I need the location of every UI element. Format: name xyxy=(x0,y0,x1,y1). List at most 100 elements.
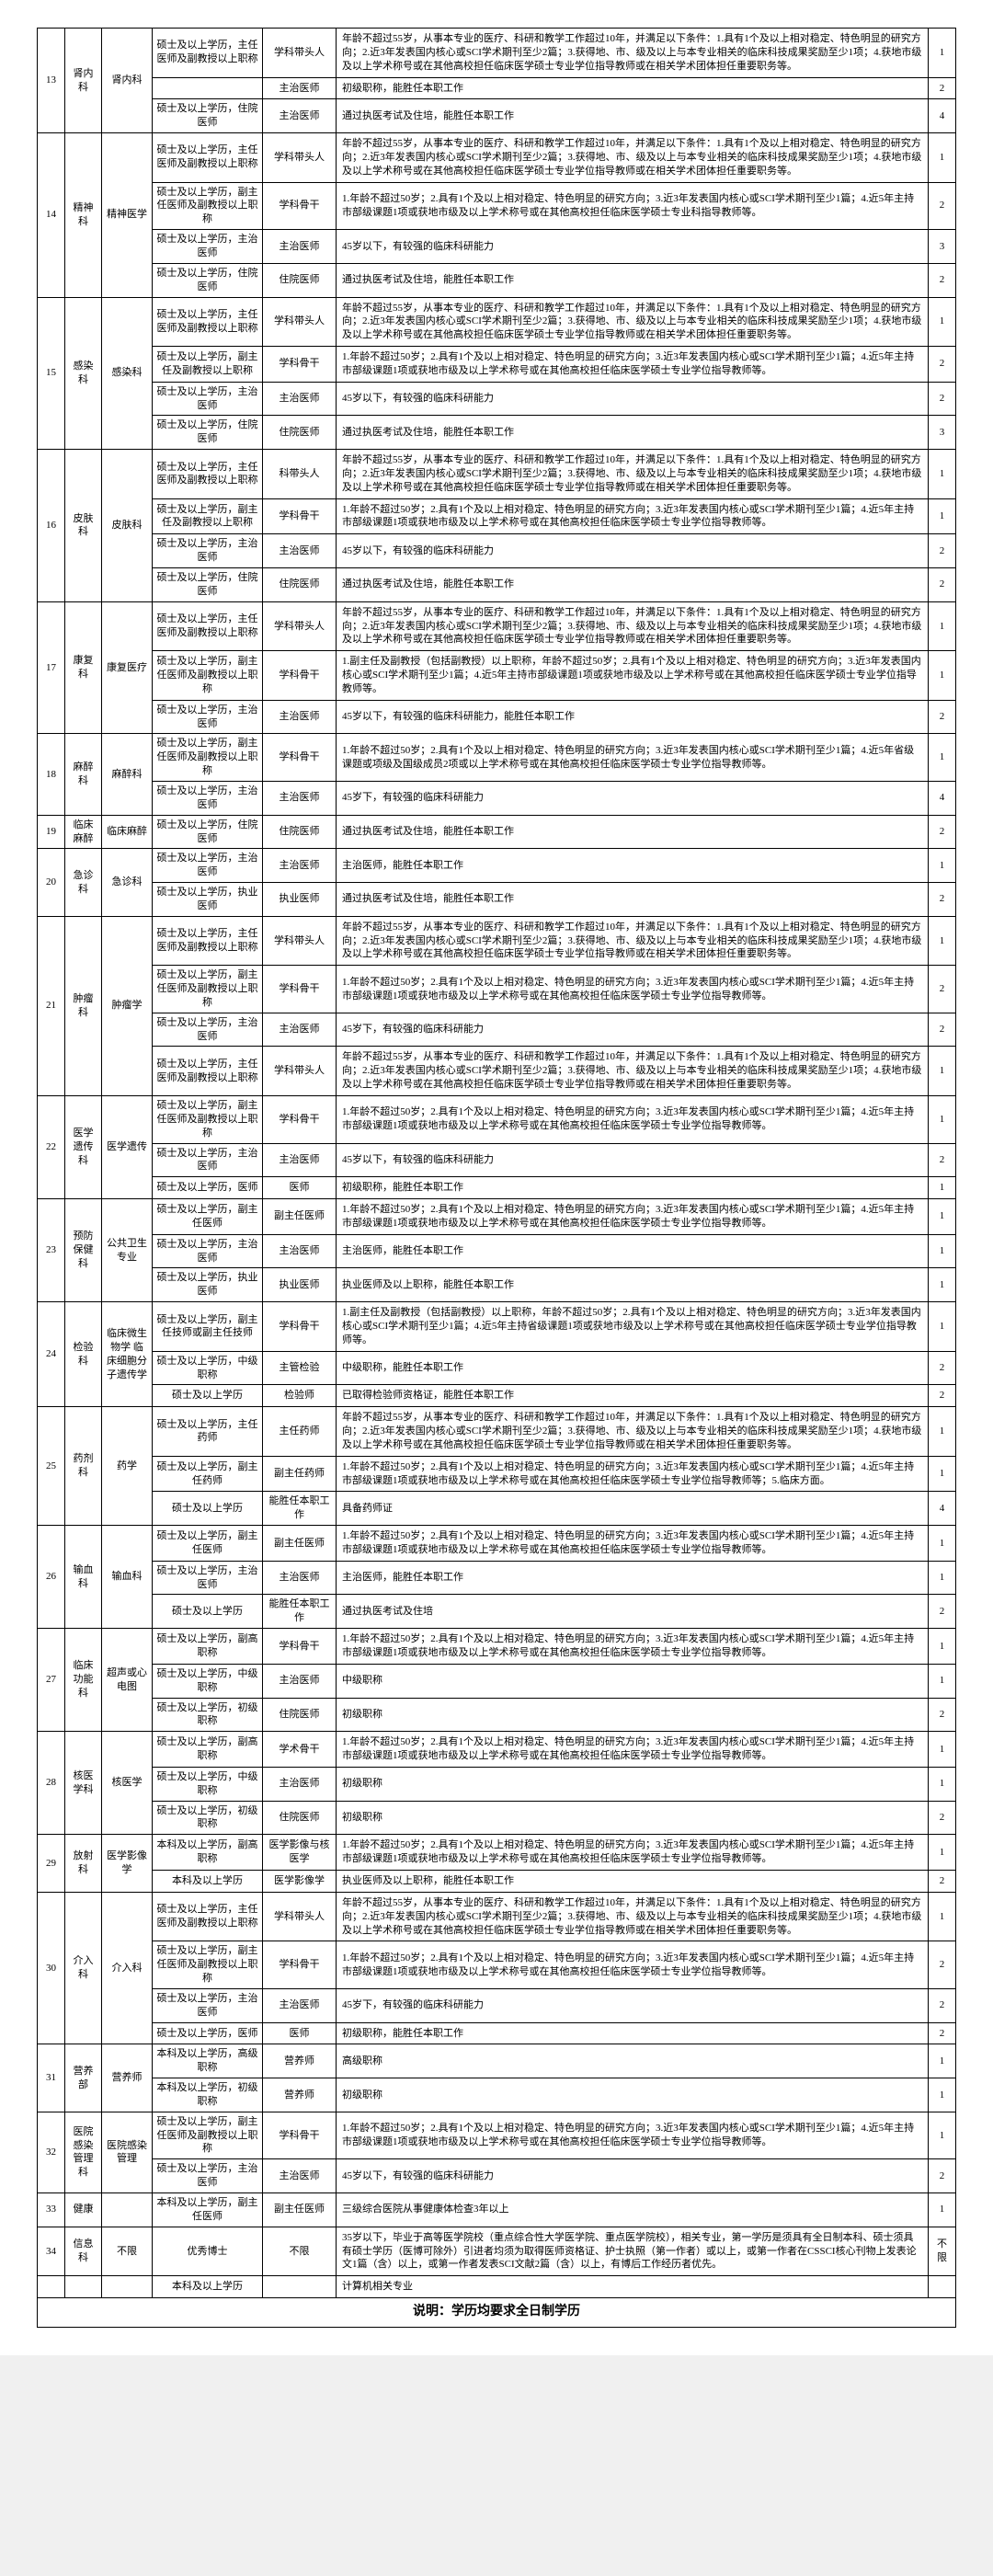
table-cell xyxy=(38,2276,65,2298)
table-row: 硕士及以上学历，主治医师主治医师45岁下，有较强的临床科研能力2 xyxy=(38,1988,956,2022)
requirement-cell: 通过执医考试及住培，能胜任本职工作 xyxy=(337,416,929,450)
requirement-cell: 1.年龄不超过50岁；2.具有1个及以上相对稳定、特色明显的研究方向；3.近3年… xyxy=(337,1629,929,1665)
table-cell: 2 xyxy=(929,1988,956,2022)
requirement-cell: 1.年龄不超过50岁；2.具有1个及以上相对稳定、特色明显的研究方向；3.近3年… xyxy=(337,966,929,1013)
requirement-cell: 初级职称，能胜任本职工作 xyxy=(337,1177,929,1199)
table-cell: 31 xyxy=(38,2044,65,2112)
table-row: 硕士及以上学历能胜任本职工作通过执医考试及住培2 xyxy=(38,1595,956,1629)
table-cell: 1 xyxy=(929,849,956,883)
table-cell: 药学 xyxy=(102,1407,153,1526)
table-cell: 不限 xyxy=(929,2227,956,2276)
table-cell xyxy=(263,2276,337,2298)
requirement-cell: 1.年龄不超过50岁；2.具有1个及以上相对稳定、特色明显的研究方向；3.近3年… xyxy=(337,1456,929,1492)
requirement-cell: 1.年龄不超过50岁；2.具有1个及以上相对稳定、特色明显的研究方向；3.近3年… xyxy=(337,1941,929,1989)
table-cell: 硕士及以上学历，副主任医师 xyxy=(153,1526,263,1562)
table-cell: 本科及以上学历 xyxy=(153,1870,263,1892)
table-cell: 29 xyxy=(38,1835,65,1893)
table-row: 本科及以上学历医学影像学执业医师及以上职称，能胜任本职工作2 xyxy=(38,1870,956,1892)
table-row: 本科及以上学历，初级职称营养师初级职称1 xyxy=(38,2078,956,2112)
table-cell: 主治医师 xyxy=(263,77,337,99)
table-cell: 1 xyxy=(929,1767,956,1801)
table-row: 硕士及以上学历，主治医师主治医师45岁以下，有较强的临床科研能力2 xyxy=(38,382,956,416)
table-row: 20急诊科急诊科硕士及以上学历，主治医师主治医师主治医师，能胜任本职工作1 xyxy=(38,849,956,883)
table-row: 硕士及以上学历，主治医师主治医师45岁以下，有较强的临床科研能力3 xyxy=(38,230,956,264)
table-cell: 2 xyxy=(929,347,956,383)
table-row: 硕士及以上学历，副主任医师及副教授以上职称学科骨干1.年龄不超过50岁；2.具有… xyxy=(38,966,956,1013)
table-cell: 康复科 xyxy=(65,601,102,734)
table-cell: 2 xyxy=(929,1801,956,1835)
table-cell: 34 xyxy=(38,2227,65,2276)
table-cell: 硕士及以上学历，副主任医师及副教授以上职称 xyxy=(153,1096,263,1144)
table-cell: 硕士及以上学历，执业医师 xyxy=(153,883,263,917)
table-row: 23预防保健科公共卫生专业硕士及以上学历，副主任医师副主任医师1.年龄不超过50… xyxy=(38,1199,956,1235)
table-cell: 1 xyxy=(929,1526,956,1562)
requirement-cell: 1.年龄不超过50岁；2.具有1个及以上相对稳定、特色明显的研究方向；3.近3年… xyxy=(337,1096,929,1144)
table-cell: 2 xyxy=(929,1013,956,1047)
table-row: 19临床麻醉临床麻醉硕士及以上学历，住院医师住院医师通过执医考试及住培，能胜任本… xyxy=(38,815,956,849)
table-cell: 输血科 xyxy=(102,1526,153,1629)
table-cell: 营养师 xyxy=(263,2044,337,2078)
table-row: 26输血科输血科硕士及以上学历，副主任医师副主任医师1.年龄不超过50岁；2.具… xyxy=(38,1526,956,1562)
table-cell: 硕士及以上学历，副主任及副教授以上职称 xyxy=(153,347,263,383)
table-cell: 学科骨干 xyxy=(263,1629,337,1665)
table-row: 硕士及以上学历，主治医师主治医师45岁下，有较强的临床科研能力2 xyxy=(38,1013,956,1047)
table-cell: 肾内科 xyxy=(102,29,153,133)
requirement-cell: 1.年龄不超过50岁；2.具有1个及以上相对稳定、特色明显的研究方向；3.近3年… xyxy=(337,1526,929,1562)
table-cell: 14 xyxy=(38,133,65,297)
table-cell: 硕士及以上学历，中级职称 xyxy=(153,1664,263,1698)
table-row: 硕士及以上学历，初级职称住院医师初级职称2 xyxy=(38,1698,956,1732)
table-row: 17康复科康复医疗硕士及以上学历，主任医师及副教授以上职称学科带头人年龄不超过5… xyxy=(38,601,956,651)
table-cell: 信息科 xyxy=(65,2227,102,2276)
table-cell: 硕士及以上学历，医师 xyxy=(153,1177,263,1199)
table-cell: 硕士及以上学历，主治医师 xyxy=(153,1143,263,1177)
table-cell: 28 xyxy=(38,1732,65,1835)
table-cell: 1 xyxy=(929,1047,956,1096)
table-cell: 公共卫生专业 xyxy=(102,1199,153,1302)
table-cell: 超声或心电图 xyxy=(102,1629,153,1732)
requirement-cell: 1.副主任及副教授（包括副教授）以上职称，年龄不超过50岁；2.具有1个及以上相… xyxy=(337,651,929,701)
table-cell: 急诊科 xyxy=(65,849,102,916)
table-cell: 主治医师 xyxy=(263,1988,337,2022)
table-cell: 32 xyxy=(38,2112,65,2192)
table-cell: 1 xyxy=(929,133,956,183)
table-cell: 4 xyxy=(929,1492,956,1526)
requirement-cell: 年龄不超过55岁，从事本专业的医疗、科研和教学工作超过10年，并满足以下条件：1… xyxy=(337,29,929,78)
requirement-cell: 年龄不超过55岁，从事本专业的医疗、科研和教学工作超过10年，并满足以下条件：1… xyxy=(337,1892,929,1941)
table-row: 24检验科临床微生物学 临床细胞分子遗传学硕士及以上学历，副主任技师或副主任技师… xyxy=(38,1302,956,1352)
requirement-cell: 1.副主任及副教授（包括副教授）以上职称，年龄不超过50岁；2.具有1个及以上相… xyxy=(337,1302,929,1352)
table-cell xyxy=(153,77,263,99)
table-cell: 本科及以上学历，副主任医师 xyxy=(153,2193,263,2227)
table-row: 硕士及以上学历，副主任及副教授以上职称学科骨干1.年龄不超过50岁；2.具有1个… xyxy=(38,498,956,534)
table-cell: 检验师 xyxy=(263,1385,337,1407)
table-cell: 硕士及以上学历，副主任药师 xyxy=(153,1456,263,1492)
table-cell: 硕士及以上学历，主任药师 xyxy=(153,1407,263,1457)
table-cell: 本科及以上学历 xyxy=(153,2276,263,2298)
table-cell: 硕士及以上学历，主任医师及副教授以上职称 xyxy=(153,1892,263,1941)
table-cell: 2 xyxy=(929,1595,956,1629)
requirement-cell: 1.年龄不超过50岁；2.具有1个及以上相对稳定、特色明显的研究方向；3.近3年… xyxy=(337,1835,929,1871)
table-cell: 硕士及以上学历 xyxy=(153,1385,263,1407)
table-cell: 学科带头人 xyxy=(263,297,337,347)
requirement-cell: 初级职称，能胜任本职工作 xyxy=(337,2022,929,2044)
table-cell: 硕士及以上学历，主治医师 xyxy=(153,781,263,815)
requirement-cell: 初级职称 xyxy=(337,2078,929,2112)
table-cell: 感染科 xyxy=(65,297,102,450)
table-cell: 执业医师 xyxy=(263,1268,337,1302)
table-cell: 营养师 xyxy=(263,2078,337,2112)
requirement-cell: 主治医师，能胜任本职工作 xyxy=(337,1561,929,1595)
table-cell: 健康 xyxy=(65,2193,102,2227)
table-cell: 学科带头人 xyxy=(263,29,337,78)
table-cell: 硕士及以上学历，副主任医师及副教授以上职称 xyxy=(153,734,263,782)
table-row: 28核医学科核医学硕士及以上学历，副高职称学术骨干1.年龄不超过50岁；2.具有… xyxy=(38,1732,956,1768)
table-cell: 医学影像与核医学 xyxy=(263,1835,337,1871)
table-cell: 1 xyxy=(929,1234,956,1268)
table-cell: 药剂科 xyxy=(65,1407,102,1526)
requirement-cell: 初级职称，能胜任本职工作 xyxy=(337,77,929,99)
table-cell: 硕士及以上学历，副主任医师及副教授以上职称 xyxy=(153,1941,263,1989)
requirement-cell: 初级职称 xyxy=(337,1767,929,1801)
table-cell: 主任药师 xyxy=(263,1407,337,1457)
table-row: 18麻醉科麻醉科硕士及以上学历，副主任医师及副教授以上职称学科骨干1.年龄不超过… xyxy=(38,734,956,782)
requirement-cell: 中级职称 xyxy=(337,1664,929,1698)
requirement-cell: 具备药师证 xyxy=(337,1492,929,1526)
table-cell: 医师 xyxy=(263,1177,337,1199)
